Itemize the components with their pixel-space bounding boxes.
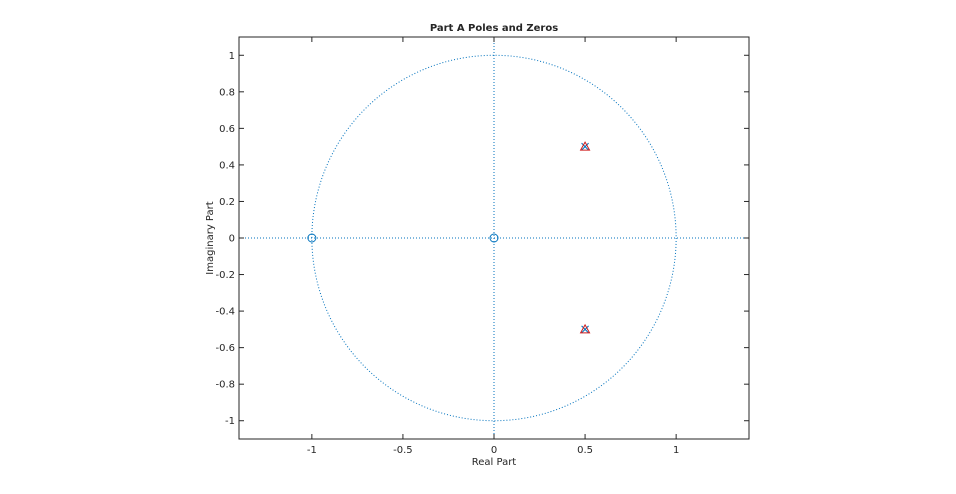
triangle-marker xyxy=(579,141,591,151)
y-tick-label: -0.4 xyxy=(215,307,235,318)
chart-title: Part A Poles and Zeros xyxy=(430,23,558,34)
y-tick-label: 0.6 xyxy=(219,124,235,135)
unit-circle xyxy=(311,54,677,422)
y-tick-label: 1 xyxy=(229,51,235,62)
chart-markers xyxy=(307,141,591,334)
y-tick-label: 0.8 xyxy=(219,87,235,98)
y-tick-label: -0.8 xyxy=(215,380,235,391)
reference-lines xyxy=(239,37,749,439)
x-tick-label: 1 xyxy=(673,445,679,456)
y-tick-label: 0.4 xyxy=(219,160,235,171)
y-tick-label: -0.6 xyxy=(215,343,235,354)
zero-marker xyxy=(489,233,499,243)
x-tick-label: 0 xyxy=(491,445,497,456)
x-axis-label: Real Part xyxy=(472,457,517,468)
x-tick-label: -1 xyxy=(307,445,317,456)
zero-marker xyxy=(307,233,317,243)
triangle-marker xyxy=(579,323,591,334)
y-tick-label: -1 xyxy=(225,416,235,427)
pole-marker xyxy=(581,325,589,334)
x-tick-label: -0.5 xyxy=(393,445,413,456)
y-axis-ticks: -1 -0.8 -0.6 -0.4 -0.2 0 0.2 0.4 0.6 0.8 1 xyxy=(215,51,749,427)
y-axis-label: Imaginary Part xyxy=(205,201,216,274)
x-axis-ticks: -1 -0.5 0 0.5 1 xyxy=(307,37,679,456)
y-tick-label: 0 xyxy=(229,234,235,245)
plot-area xyxy=(238,36,750,440)
x-tick-label: 0.5 xyxy=(577,445,593,456)
y-tick-label: -0.2 xyxy=(215,270,235,281)
y-tick-label: 0.2 xyxy=(219,197,235,208)
pole-marker xyxy=(581,142,589,151)
